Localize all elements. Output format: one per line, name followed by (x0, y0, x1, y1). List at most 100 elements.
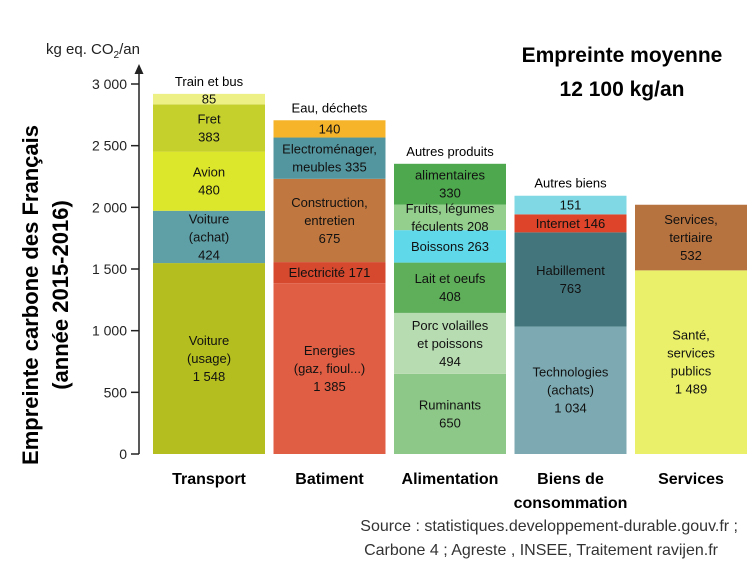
segment-label: Services, (664, 212, 717, 227)
segment-label: entretien (304, 213, 355, 228)
bar-segment (514, 195, 627, 215)
segment-label: 85 (202, 92, 216, 107)
bar-segment (394, 163, 506, 205)
segment-label: Avion (193, 165, 225, 180)
segment-label: 408 (439, 289, 461, 304)
bar-segment (153, 151, 265, 211)
segment-label: Electricité 171 (289, 265, 371, 280)
category-label: Batiment (295, 471, 364, 488)
segment-label: publics (671, 364, 712, 379)
segment-label: Lait et oeufs (415, 271, 486, 286)
segment-label: 424 (198, 247, 220, 262)
y-tick-label: 1 000 (92, 323, 127, 339)
segment-label: 1 385 (313, 379, 346, 394)
segment-label: 532 (680, 248, 702, 263)
bar-segments (153, 93, 747, 454)
segment-label: Fret (197, 111, 221, 126)
bar-segment (153, 263, 265, 454)
segment-label: et poissons (417, 336, 483, 351)
bar-segment (394, 262, 506, 313)
bar-segment (273, 137, 386, 179)
y-tick-label: 0 (119, 446, 127, 462)
segment-label: (gaz, fioul...) (294, 361, 366, 376)
bar-segment (273, 262, 386, 284)
segment-label: Ruminants (419, 397, 482, 412)
source-line-1: Source : statistiques.developpement-dura… (360, 518, 738, 535)
segment-label: 494 (439, 354, 461, 369)
segment-label: 650 (439, 415, 461, 430)
segment-header: Train et bus (175, 74, 244, 89)
segment-label: 1 548 (193, 369, 226, 384)
segment-label: Electroménager, (282, 142, 377, 157)
segment-label: (achats) (547, 383, 594, 398)
segment-label: 1 489 (675, 382, 708, 397)
segment-label: Habillement (536, 263, 605, 278)
segment-label: Santé, (672, 328, 710, 343)
bar-segment (394, 204, 506, 231)
category-label: Alimentation (402, 471, 499, 488)
bar-segment (153, 104, 265, 152)
segment-label: Boissons 263 (411, 239, 489, 254)
category-label: Services (658, 471, 724, 488)
total-title-line-2: 12 100 kg/an (560, 78, 685, 101)
y-tick-label: 2 000 (92, 199, 127, 215)
segment-label: alimentaires (415, 168, 486, 183)
segment-label: Voiture (189, 333, 229, 348)
segment-label: Energies (304, 343, 356, 358)
bar-segment (635, 270, 747, 454)
bar-segment (635, 204, 747, 271)
segment-labels: Voiture (usage) 1 548 Voiture (achat) 424 Avio… (187, 92, 718, 431)
segment-headers: Train et bus Eau, déchets Autres produits A… (175, 74, 607, 191)
bar-segment (394, 373, 506, 454)
category-label: Transport (172, 471, 246, 488)
segment-label: Construction, (291, 195, 368, 210)
y-axis (131, 64, 144, 455)
source-line-2: Carbone 4 ; Agreste , INSEE, Traitement … (364, 542, 719, 559)
segment-label: 383 (198, 129, 220, 144)
segment-label: 675 (319, 231, 341, 246)
segment-label: Technologies (533, 365, 609, 380)
segment-label: 480 (198, 183, 220, 198)
category-labels: Transport Batiment Alimentation Biens de con… (172, 471, 724, 512)
segment-label: Voiture (189, 211, 229, 226)
segment-label: féculents 208 (411, 219, 488, 234)
svg-text:Empreinte carbone des Français: Empreinte carbone des Français (18, 125, 43, 465)
segment-label: (usage) (187, 351, 231, 366)
segment-label: 1 034 (554, 401, 587, 416)
svg-text:(année 2015-2016): (année 2015-2016) (48, 200, 73, 390)
segment-label: 330 (439, 186, 461, 201)
bar-segment (273, 283, 386, 454)
segment-label: 151 (560, 198, 582, 213)
y-tick-labels: 0 500 1 000 1 500 2 000 2 500 3 000 (92, 76, 127, 462)
total-title-line-1: Empreinte moyenne (522, 44, 723, 67)
bar-segment (394, 312, 506, 374)
segment-label: (achat) (189, 229, 229, 244)
bar-segment (273, 120, 386, 138)
y-axis-title: Empreinte carbone des Français (année 20… (18, 125, 73, 465)
y-tick-label: 2 500 (92, 138, 127, 154)
segment-header: Autres produits (406, 144, 494, 159)
segment-label: Internet 146 (536, 216, 605, 231)
bar-segment (514, 232, 627, 327)
bar-segment (514, 326, 627, 454)
bar-segment (153, 210, 265, 264)
unit-label: kg eq. CO2/an (46, 41, 140, 61)
segment-header: Eau, déchets (292, 100, 368, 115)
y-tick-label: 3 000 (92, 76, 127, 92)
y-tick-label: 500 (104, 384, 128, 400)
segment-label: services (667, 346, 715, 361)
bar-segment (514, 214, 627, 233)
bar-segment (273, 178, 386, 263)
y-axis-arrow (134, 64, 144, 74)
segment-label: meubles 335 (292, 160, 366, 175)
segment-label: Fruits, légumes (406, 201, 495, 216)
segment-label: tertiaire (669, 230, 712, 245)
segment-label: 763 (560, 281, 582, 296)
category-label: consommation (514, 495, 628, 512)
segment-header: Autres biens (534, 176, 607, 191)
segment-label: Porc volailles (412, 318, 489, 333)
bar-segment (394, 230, 506, 263)
segment-label: 140 (319, 121, 341, 136)
y-tick-label: 1 500 (92, 261, 127, 277)
